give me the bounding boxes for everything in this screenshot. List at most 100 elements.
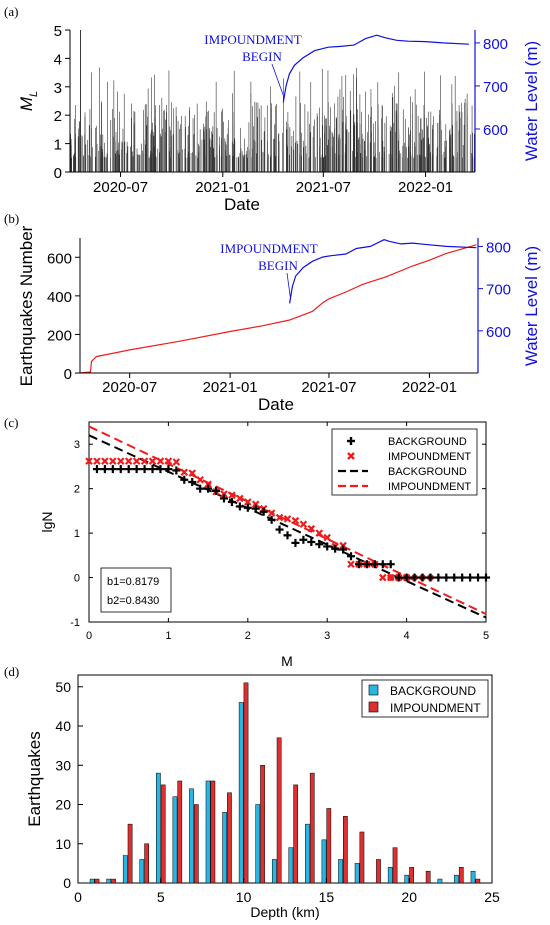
panel-c-frame [88,421,487,623]
panel-a-label: (a) [4,4,18,19]
xtick-label: 4 [404,630,410,642]
impoundment-bar [392,847,398,884]
background-bar [189,788,194,884]
panel-c-legend [331,428,478,496]
background-plus-marker [132,465,141,474]
background-bar [172,796,178,884]
impoundment-fit-line [88,425,487,615]
background-bar [338,859,343,884]
x-stroke [347,560,355,569]
panel-c-ylabel: lgN [39,511,55,532]
xtick-label: 2021-07 [296,179,351,196]
background-plus-marker [434,573,443,582]
background-bar [139,859,145,884]
impoundment-x-marker [196,475,204,484]
background-plus-marker [204,484,213,493]
xtick-label: 0 [86,630,92,642]
x-stroke [156,457,165,465]
ytick-label: 3 [54,80,62,97]
ytick-label: 0 [63,875,71,891]
panel-d-ticks: 0 5 10 15 20 25 0 10 20 30 40 50 [55,679,500,905]
background-plus-marker [354,560,363,569]
background-plus-marker [450,573,459,582]
ytick-label: 0 [74,573,80,585]
legend-marker-background-plus [347,437,355,445]
y2tick-label: 700 [486,282,511,299]
xtick-label: 25 [484,889,500,905]
ytick-label: 400 [47,289,72,306]
ytick-label: 40 [55,718,71,734]
background-plus-marker [283,531,292,540]
panel-b-annotation-line2: BEGIN [258,258,298,273]
water-level-line-a [271,34,469,103]
annotation-arrow [286,272,292,300]
impoundment-x-marker [132,457,141,465]
impoundment-x-marker [188,469,196,477]
x-stroke [116,457,125,465]
ytick-label: 3 [74,439,80,451]
panel-c-xlabel: M [281,653,293,669]
background-plus-marker [267,515,276,524]
impoundment-x-marker [172,458,181,466]
panel-b-label: (b) [4,211,19,226]
x-stroke [267,509,276,517]
impoundment-bar [326,808,332,884]
impoundment-x-marker [180,468,189,477]
impoundment-bar [177,780,183,884]
background-plus-marker [148,465,157,474]
background-plus-marker [394,573,403,582]
b2-value: b2=0.8430 [107,595,159,607]
background-plus-marker [347,552,356,561]
impoundment-bar [260,765,265,884]
impoundment-bar [210,780,216,884]
background-plus-marker [482,573,490,582]
background-plus-marker [172,466,181,475]
impoundment-bar [227,792,232,884]
background-plus-marker [100,465,109,474]
background-plus-marker [402,573,411,582]
panel-a-ylabel-main: M [17,96,36,111]
impoundment-bar [425,870,431,884]
x-stroke [132,457,141,465]
xtick-label: 5 [157,889,165,905]
panel-b-y2ticks: 600 700 800 [478,239,511,341]
ytick-label: 1 [54,137,62,154]
scatter-marks [85,457,490,582]
background-bar [387,867,393,884]
impoundment-x-marker [244,498,252,506]
background-plus-marker [124,465,133,474]
panel-b-ylabel: Earthquakes Number [17,225,36,386]
xtick-label: 10 [236,889,252,905]
panel-a-annotation-line1: IMPOUNDMENT [204,32,302,47]
x-stroke [379,573,387,582]
impoundment-x-marker [140,457,149,465]
impoundment-x-marker [347,560,355,569]
background-bar [305,823,310,884]
impoundment-bar [111,878,116,884]
ytick-label: 200 [47,327,72,344]
ytick-label: 30 [55,757,71,773]
panel-a-y2label: Water Level (m) [522,41,541,161]
background-plus-marker [243,503,252,512]
panel-a-annotation-line2: BEGIN [242,49,282,64]
x-stroke [164,457,173,465]
background-plus-marker [164,465,173,474]
background-bar [238,702,244,884]
impoundment-x-marker [267,509,276,517]
x-stroke [315,529,324,537]
x-stroke [172,458,181,466]
ytick-label: 600 [47,250,72,267]
x-stroke [228,491,236,500]
background-bar [288,847,294,884]
x-stroke [109,457,117,465]
x-stroke [244,498,252,506]
panel-a-ylabel-sub: L [28,91,40,97]
x-stroke [275,513,284,522]
impoundment-x-marker [93,457,101,465]
background-plus-marker [418,573,427,582]
background-plus-marker [442,573,451,582]
impoundment-x-marker [124,457,133,465]
background-plus-marker [156,465,165,474]
panel-d-frame [77,674,493,884]
